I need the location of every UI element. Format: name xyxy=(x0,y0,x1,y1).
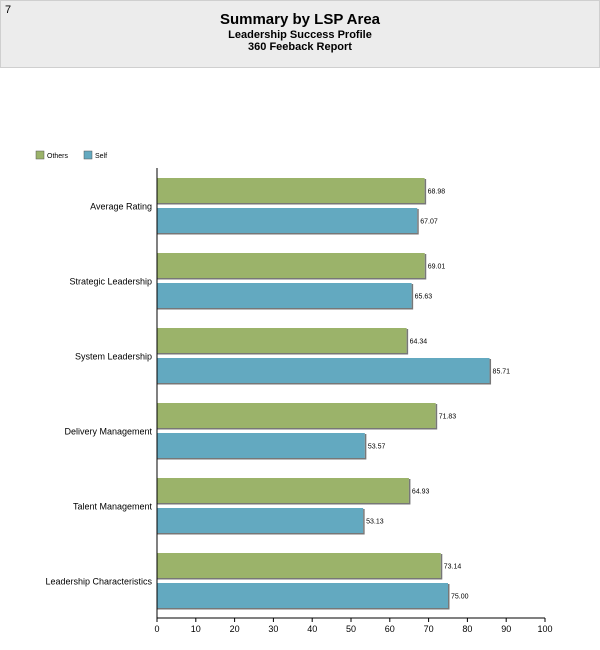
bar-shadow xyxy=(157,458,367,460)
bar-self xyxy=(157,508,364,533)
x-tick-label: 20 xyxy=(230,624,240,634)
bar-shadow xyxy=(435,404,438,428)
category-label: Strategic Leadership xyxy=(69,277,152,287)
data-label: 69.01 xyxy=(428,264,446,271)
data-label: 85.71 xyxy=(493,369,511,376)
report-title: Summary by LSP Area xyxy=(219,11,381,28)
x-tick-label: 80 xyxy=(462,624,472,634)
bar-shadow xyxy=(157,278,427,280)
bar-self xyxy=(157,583,448,608)
bar-others xyxy=(157,403,436,428)
bar-shadow xyxy=(440,554,443,578)
bar-shadow xyxy=(363,509,365,533)
x-tick-label: 40 xyxy=(307,624,317,634)
data-label: 71.83 xyxy=(439,414,457,421)
data-label: 73.14 xyxy=(444,564,462,571)
bar-others xyxy=(157,328,407,353)
bar-others xyxy=(157,478,409,503)
category-label: System Leadership xyxy=(75,352,152,362)
bar-shadow xyxy=(157,578,443,580)
legend-swatch-others xyxy=(35,150,45,160)
bar-shadow xyxy=(157,383,492,385)
bar-shadow xyxy=(408,479,411,503)
bar-others xyxy=(157,553,441,578)
bar-shadow xyxy=(157,353,409,355)
x-tick-label: 70 xyxy=(424,624,434,634)
bar-shadow xyxy=(157,533,365,535)
report-subtitle: Leadership Success Profile xyxy=(228,29,372,41)
bar-shadow xyxy=(157,233,419,235)
data-label: 53.57 xyxy=(368,444,386,451)
page-number: 7 xyxy=(5,4,12,16)
category-label: Average Rating xyxy=(90,202,152,212)
data-label: 67.07 xyxy=(420,219,438,226)
bar-self xyxy=(157,358,490,383)
bar-shadow xyxy=(406,329,409,353)
bar-self xyxy=(157,433,365,458)
x-tick-label: 50 xyxy=(346,624,356,634)
bar-shadow xyxy=(157,428,438,430)
data-label: 65.63 xyxy=(415,294,433,301)
category-label: Delivery Management xyxy=(64,427,152,437)
x-tick-label: 30 xyxy=(268,624,278,634)
bar-others xyxy=(157,178,425,203)
data-label: 64.34 xyxy=(410,339,428,346)
bar-shadow xyxy=(364,434,367,458)
category-label: Leadership Characteristics xyxy=(45,577,152,587)
x-tick-label: 60 xyxy=(385,624,395,634)
legend-label-self: Self xyxy=(95,153,107,160)
data-label: 64.93 xyxy=(412,489,430,496)
data-label: 68.98 xyxy=(428,189,446,196)
bar-shadow xyxy=(157,503,411,505)
report-name: 360 Feeback Report xyxy=(248,41,352,53)
bar-others xyxy=(157,253,425,278)
bar-shadow xyxy=(417,209,419,233)
bar-shadow xyxy=(424,179,427,203)
x-tick-label: 10 xyxy=(191,624,201,634)
bar-shadow xyxy=(424,254,427,278)
bar-shadow xyxy=(448,584,450,608)
legend-label-others: Others xyxy=(47,153,69,160)
data-label: 75.00 xyxy=(451,594,469,601)
x-tick-label: 90 xyxy=(501,624,511,634)
legend-swatch-self xyxy=(83,150,93,160)
category-label: Talent Management xyxy=(73,502,153,512)
x-tick-label: 0 xyxy=(154,624,159,634)
bar-shadow xyxy=(157,308,414,310)
bar-self xyxy=(157,283,412,308)
bar-shadow xyxy=(157,608,450,610)
bar-self xyxy=(157,208,418,233)
x-tick-label: 100 xyxy=(537,624,552,634)
data-label: 53.13 xyxy=(366,519,384,526)
bar-shadow xyxy=(157,203,427,205)
bar-shadow xyxy=(489,359,492,383)
bar-shadow xyxy=(411,284,414,308)
report-header: 7 Summary by LSP Area Leadership Success… xyxy=(0,0,600,68)
